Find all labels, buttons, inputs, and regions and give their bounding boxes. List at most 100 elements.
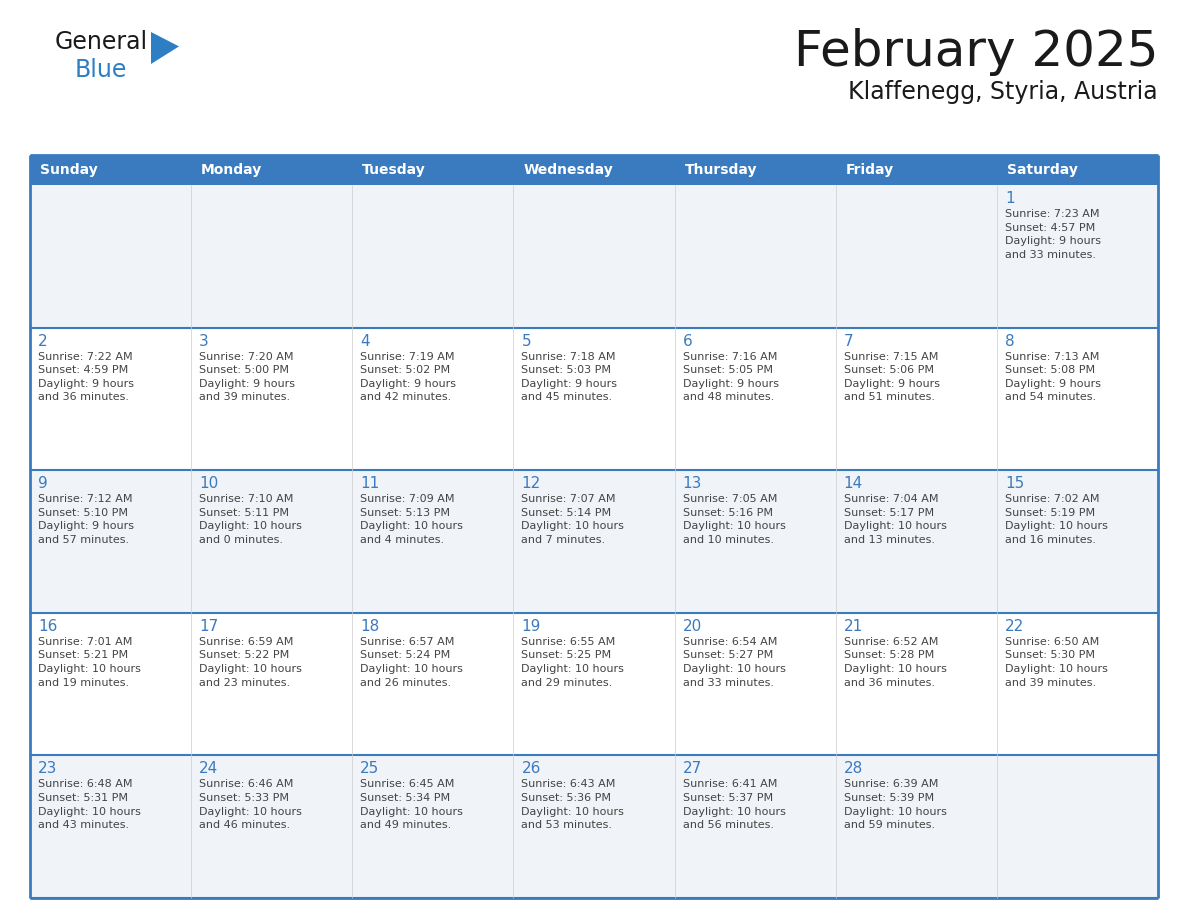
Bar (835, 185, 997, 328)
Bar (997, 328, 1158, 470)
Bar (997, 613, 1158, 756)
Text: Sunrise: 6:52 AM
Sunset: 5:28 PM
Daylight: 10 hours
and 36 minutes.: Sunrise: 6:52 AM Sunset: 5:28 PM Dayligh… (843, 637, 947, 688)
Text: Sunrise: 7:19 AM
Sunset: 5:02 PM
Daylight: 9 hours
and 42 minutes.: Sunrise: 7:19 AM Sunset: 5:02 PM Dayligh… (360, 352, 456, 402)
Bar (997, 185, 1158, 328)
Text: 14: 14 (843, 476, 862, 491)
Bar (675, 185, 835, 328)
Bar (997, 155, 1158, 185)
Bar (191, 155, 353, 185)
Bar (513, 185, 675, 328)
Text: Sunrise: 7:05 AM
Sunset: 5:16 PM
Daylight: 10 hours
and 10 minutes.: Sunrise: 7:05 AM Sunset: 5:16 PM Dayligh… (683, 494, 785, 545)
Bar (191, 470, 353, 613)
Text: Sunrise: 6:43 AM
Sunset: 5:36 PM
Daylight: 10 hours
and 53 minutes.: Sunrise: 6:43 AM Sunset: 5:36 PM Dayligh… (522, 779, 625, 830)
Bar (30, 613, 191, 756)
Text: Monday: Monday (201, 163, 263, 177)
Text: Sunrise: 7:22 AM
Sunset: 4:59 PM
Daylight: 9 hours
and 36 minutes.: Sunrise: 7:22 AM Sunset: 4:59 PM Dayligh… (38, 352, 134, 402)
Text: Sunrise: 7:02 AM
Sunset: 5:19 PM
Daylight: 10 hours
and 16 minutes.: Sunrise: 7:02 AM Sunset: 5:19 PM Dayligh… (1005, 494, 1107, 545)
Text: 12: 12 (522, 476, 541, 491)
Text: 25: 25 (360, 761, 379, 777)
Text: Sunrise: 7:04 AM
Sunset: 5:17 PM
Daylight: 10 hours
and 13 minutes.: Sunrise: 7:04 AM Sunset: 5:17 PM Dayligh… (843, 494, 947, 545)
Bar (835, 756, 997, 898)
Bar (835, 613, 997, 756)
Text: 6: 6 (683, 333, 693, 349)
Text: Sunrise: 7:01 AM
Sunset: 5:21 PM
Daylight: 10 hours
and 19 minutes.: Sunrise: 7:01 AM Sunset: 5:21 PM Dayligh… (38, 637, 141, 688)
Text: 15: 15 (1005, 476, 1024, 491)
Bar (353, 613, 513, 756)
Text: 9: 9 (38, 476, 48, 491)
Text: 23: 23 (38, 761, 57, 777)
Text: 19: 19 (522, 619, 541, 633)
Bar (191, 185, 353, 328)
Bar (997, 756, 1158, 898)
Bar (513, 756, 675, 898)
Bar (835, 470, 997, 613)
Bar (191, 613, 353, 756)
Bar (997, 470, 1158, 613)
Bar (513, 613, 675, 756)
Text: 2: 2 (38, 333, 48, 349)
Polygon shape (151, 32, 179, 64)
Text: 8: 8 (1005, 333, 1015, 349)
Text: Sunrise: 7:07 AM
Sunset: 5:14 PM
Daylight: 10 hours
and 7 minutes.: Sunrise: 7:07 AM Sunset: 5:14 PM Dayligh… (522, 494, 625, 545)
Text: Sunrise: 6:57 AM
Sunset: 5:24 PM
Daylight: 10 hours
and 26 minutes.: Sunrise: 6:57 AM Sunset: 5:24 PM Dayligh… (360, 637, 463, 688)
Text: 11: 11 (360, 476, 379, 491)
Text: Sunrise: 7:12 AM
Sunset: 5:10 PM
Daylight: 9 hours
and 57 minutes.: Sunrise: 7:12 AM Sunset: 5:10 PM Dayligh… (38, 494, 134, 545)
Text: Sunrise: 7:16 AM
Sunset: 5:05 PM
Daylight: 9 hours
and 48 minutes.: Sunrise: 7:16 AM Sunset: 5:05 PM Dayligh… (683, 352, 778, 402)
Text: 4: 4 (360, 333, 369, 349)
Text: Sunrise: 7:20 AM
Sunset: 5:00 PM
Daylight: 9 hours
and 39 minutes.: Sunrise: 7:20 AM Sunset: 5:00 PM Dayligh… (200, 352, 295, 402)
Text: Sunrise: 6:46 AM
Sunset: 5:33 PM
Daylight: 10 hours
and 46 minutes.: Sunrise: 6:46 AM Sunset: 5:33 PM Dayligh… (200, 779, 302, 830)
Text: 3: 3 (200, 333, 209, 349)
Bar (30, 470, 191, 613)
Text: 13: 13 (683, 476, 702, 491)
Text: Thursday: Thursday (684, 163, 757, 177)
Bar (675, 613, 835, 756)
Text: 7: 7 (843, 333, 853, 349)
Text: Sunrise: 6:45 AM
Sunset: 5:34 PM
Daylight: 10 hours
and 49 minutes.: Sunrise: 6:45 AM Sunset: 5:34 PM Dayligh… (360, 779, 463, 830)
Bar (675, 756, 835, 898)
Bar (353, 756, 513, 898)
Text: 10: 10 (200, 476, 219, 491)
Text: Sunrise: 6:50 AM
Sunset: 5:30 PM
Daylight: 10 hours
and 39 minutes.: Sunrise: 6:50 AM Sunset: 5:30 PM Dayligh… (1005, 637, 1107, 688)
Text: 5: 5 (522, 333, 531, 349)
Bar (191, 756, 353, 898)
Text: Sunrise: 7:15 AM
Sunset: 5:06 PM
Daylight: 9 hours
and 51 minutes.: Sunrise: 7:15 AM Sunset: 5:06 PM Dayligh… (843, 352, 940, 402)
Text: 21: 21 (843, 619, 862, 633)
Bar (191, 328, 353, 470)
Text: Sunrise: 6:39 AM
Sunset: 5:39 PM
Daylight: 10 hours
and 59 minutes.: Sunrise: 6:39 AM Sunset: 5:39 PM Dayligh… (843, 779, 947, 830)
Text: Sunrise: 6:41 AM
Sunset: 5:37 PM
Daylight: 10 hours
and 56 minutes.: Sunrise: 6:41 AM Sunset: 5:37 PM Dayligh… (683, 779, 785, 830)
Text: Sunrise: 6:59 AM
Sunset: 5:22 PM
Daylight: 10 hours
and 23 minutes.: Sunrise: 6:59 AM Sunset: 5:22 PM Dayligh… (200, 637, 302, 688)
Text: 1: 1 (1005, 191, 1015, 206)
Text: Sunday: Sunday (40, 163, 97, 177)
Text: February 2025: February 2025 (794, 28, 1158, 76)
Text: Saturday: Saturday (1007, 163, 1078, 177)
Text: Blue: Blue (75, 58, 127, 82)
Bar (353, 470, 513, 613)
Text: Sunrise: 7:13 AM
Sunset: 5:08 PM
Daylight: 9 hours
and 54 minutes.: Sunrise: 7:13 AM Sunset: 5:08 PM Dayligh… (1005, 352, 1101, 402)
Bar (353, 185, 513, 328)
Bar (513, 328, 675, 470)
Text: 24: 24 (200, 761, 219, 777)
Text: 28: 28 (843, 761, 862, 777)
Text: Friday: Friday (846, 163, 893, 177)
Bar (30, 328, 191, 470)
Bar (835, 328, 997, 470)
Text: Klaffenegg, Styria, Austria: Klaffenegg, Styria, Austria (848, 80, 1158, 104)
Bar (675, 155, 835, 185)
Bar (30, 185, 191, 328)
Bar (675, 470, 835, 613)
Text: 18: 18 (360, 619, 379, 633)
Bar (835, 155, 997, 185)
Text: 26: 26 (522, 761, 541, 777)
Text: Sunrise: 7:09 AM
Sunset: 5:13 PM
Daylight: 10 hours
and 4 minutes.: Sunrise: 7:09 AM Sunset: 5:13 PM Dayligh… (360, 494, 463, 545)
Text: 20: 20 (683, 619, 702, 633)
Text: Sunrise: 7:18 AM
Sunset: 5:03 PM
Daylight: 9 hours
and 45 minutes.: Sunrise: 7:18 AM Sunset: 5:03 PM Dayligh… (522, 352, 618, 402)
Bar (30, 155, 191, 185)
Text: 27: 27 (683, 761, 702, 777)
Bar (353, 328, 513, 470)
Text: Sunrise: 6:48 AM
Sunset: 5:31 PM
Daylight: 10 hours
and 43 minutes.: Sunrise: 6:48 AM Sunset: 5:31 PM Dayligh… (38, 779, 141, 830)
Text: General: General (55, 30, 148, 54)
Bar (513, 155, 675, 185)
Text: 16: 16 (38, 619, 57, 633)
Text: Wednesday: Wednesday (524, 163, 613, 177)
Bar (353, 155, 513, 185)
